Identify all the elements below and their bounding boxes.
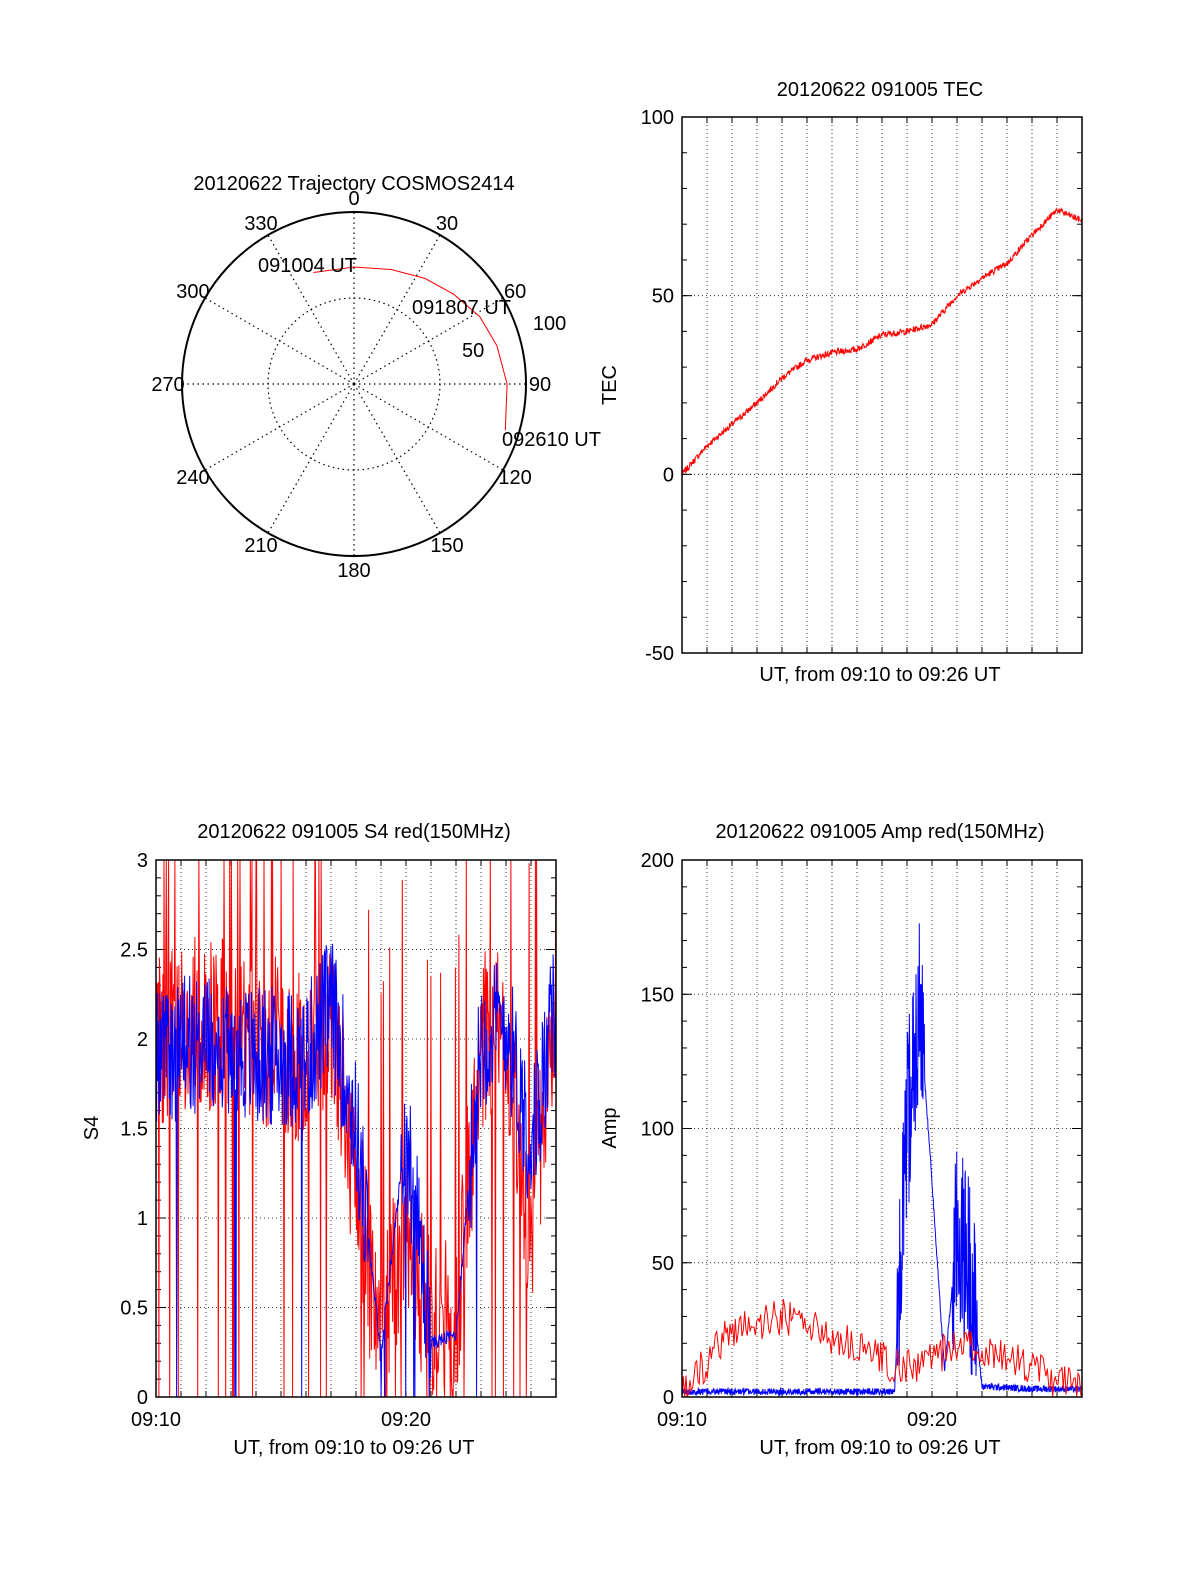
polar-spoke [267, 383, 355, 534]
amp-series-red [681, 1299, 1083, 1398]
polar-radial-label: 100 [533, 313, 566, 335]
s4-panel: 20120622 091005 S4 red(150MHz) UT, from … [81, 821, 557, 1459]
trajectory-mid-label: 091807 UT [412, 297, 511, 319]
polar-azimuth-label: 240 [176, 467, 209, 489]
tec-series-line [681, 207, 1083, 478]
polar-azimuth-label: 330 [244, 213, 277, 235]
s4-ylabel: S4 [81, 1116, 103, 1140]
polar-spoke [204, 297, 355, 385]
tec-ytick-label: 50 [652, 286, 674, 308]
polar-outer-circle [181, 211, 527, 557]
s4-ytick-label: 1.5 [120, 1119, 148, 1141]
tec-panel: 20120622 091005 TEC UT, from 09:10 to 09… [599, 79, 1083, 686]
polar-spoke [353, 383, 504, 471]
polar-title: 20120622 Trajectory COSMOS2414 [193, 173, 514, 195]
amp-title: 20120622 091005 Amp red(150MHz) [715, 821, 1044, 843]
polar-azimuth-label: 60 [504, 281, 526, 303]
tec-xlabel: UT, from 09:10 to 09:26 UT [759, 664, 1000, 686]
polar-spoke [353, 297, 504, 385]
polar-trajectory-panel: 20120622 Trajectory COSMOS2414 0 30 60 90 12… [151, 173, 601, 582]
s4-ytick-label: 0 [137, 1387, 148, 1409]
polar-spoke [353, 234, 441, 385]
amp-xtick-label: 09:20 [907, 1409, 957, 1431]
polar-azimuth-label: 0 [348, 188, 359, 210]
amp-ytick-label: 0 [663, 1387, 674, 1409]
tec-title: 20120622 091005 TEC [777, 79, 983, 101]
tec-ytick-label: 0 [663, 464, 674, 486]
tec-ytick-label: 100 [641, 107, 674, 129]
polar-azimuth-label: 120 [498, 467, 531, 489]
trajectory-line [313, 266, 508, 431]
amp-xtick-label: 09:10 [657, 1409, 707, 1431]
s4-xtick-label: 09:10 [131, 1409, 181, 1431]
tec-ylabel: TEC [599, 365, 621, 405]
polar-azimuth-label: 150 [430, 535, 463, 557]
polar-azimuth-label: 30 [436, 213, 458, 235]
polar-spoke [267, 234, 355, 385]
amp-panel: 20120622 091005 Amp red(150MHz) UT, from… [599, 821, 1083, 1459]
s4-ytick-label: 1 [137, 1208, 148, 1230]
polar-radial-label: 50 [462, 340, 484, 362]
s4-ytick-label: 3 [137, 850, 148, 872]
polar-spoke [353, 383, 441, 534]
polar-azimuth-label: 300 [176, 281, 209, 303]
amp-ytick-label: 50 [652, 1253, 674, 1275]
s4-xlabel: UT, from 09:10 to 09:26 UT [233, 1437, 474, 1459]
amp-ylabel: Amp [599, 1107, 621, 1148]
s4-title: 20120622 091005 S4 red(150MHz) [197, 821, 511, 843]
polar-azimuth-label: 90 [529, 374, 551, 396]
amp-xlabel: UT, from 09:10 to 09:26 UT [759, 1437, 1000, 1459]
polar-spoke [204, 383, 355, 471]
amp-series-blue [681, 923, 1083, 1397]
polar-grid [181, 211, 527, 557]
polar-radial-labels: 50 100 [462, 313, 566, 362]
amp-ytick-label: 100 [641, 1119, 674, 1141]
tec-ytick-label: -50 [645, 643, 674, 665]
polar-azimuth-labels: 0 30 60 90 120 150 180 210 240 270 300 330 [151, 188, 551, 582]
s4-ytick-label: 2 [137, 1029, 148, 1051]
polar-azimuth-label: 180 [337, 560, 370, 582]
s4-ytick-label: 0.5 [120, 1298, 148, 1320]
s4-frame [155, 859, 557, 1398]
amp-frame [681, 859, 1083, 1398]
tec-frame [681, 116, 1083, 654]
amp-ytick-label: 200 [641, 850, 674, 872]
amp-ytick-label: 150 [641, 984, 674, 1006]
s4-series-blue [155, 943, 557, 1398]
s4-xtick-label: 09:20 [381, 1409, 431, 1431]
polar-azimuth-label: 210 [244, 535, 277, 557]
polar-azimuth-label: 270 [151, 374, 184, 396]
s4-ytick-label: 2.5 [120, 940, 148, 962]
trajectory-start-label: 091004 UT [258, 255, 357, 277]
trajectory-end-label: 092610 UT [502, 429, 601, 451]
